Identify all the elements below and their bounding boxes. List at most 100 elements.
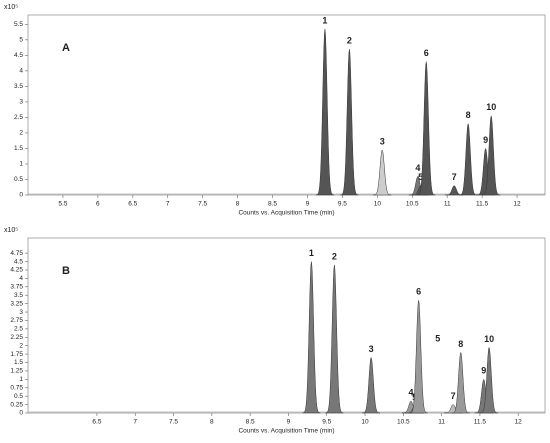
x-tick-label: 6.5 bbox=[128, 201, 137, 208]
x-tick-label: 11 bbox=[444, 201, 451, 208]
peak bbox=[459, 122, 478, 196]
peak bbox=[315, 28, 334, 196]
x-tick-label: 12 bbox=[515, 419, 523, 426]
x-tick-label: 11 bbox=[438, 419, 445, 426]
x-tick-label: 5.5 bbox=[58, 201, 67, 208]
y-tick-label: 5.5 bbox=[14, 21, 23, 28]
x-tick-label: 10 bbox=[374, 201, 382, 208]
x-axis-label: Counts vs. Acquisition Time (min) bbox=[238, 428, 334, 435]
x-tick-label: 9 bbox=[306, 201, 310, 208]
peak-label: 2 bbox=[332, 251, 337, 261]
peak-label: 1 bbox=[309, 248, 314, 258]
x-tick-label: 11.5 bbox=[474, 419, 487, 426]
x-tick-label: 7.5 bbox=[198, 201, 207, 208]
peak bbox=[417, 61, 436, 196]
x-tick-label: 8 bbox=[236, 201, 240, 208]
peak-label: 3 bbox=[369, 344, 374, 354]
y-tick-label: 4 bbox=[19, 68, 23, 75]
peak-label: 4 bbox=[415, 163, 420, 173]
peak-label: 6 bbox=[416, 287, 421, 297]
y-tick-label: 0 bbox=[19, 192, 23, 199]
y-tick-label: 1.5 bbox=[14, 145, 23, 152]
peak-label: 10 bbox=[484, 334, 494, 344]
peak-label: 6 bbox=[424, 48, 429, 58]
x-tick-label: 6.5 bbox=[92, 419, 101, 426]
y-tick-label: 4.5 bbox=[14, 258, 23, 265]
x-tick-label: 8.5 bbox=[246, 419, 255, 426]
y-tick-label: 0.5 bbox=[14, 176, 23, 183]
peak bbox=[373, 149, 392, 196]
peak-label: 7 bbox=[452, 172, 457, 182]
peak-label: 7 bbox=[451, 391, 456, 401]
x-tick-label: 7.5 bbox=[169, 419, 178, 426]
y-tick-label: 1.25 bbox=[10, 368, 23, 375]
panel-label: A bbox=[62, 42, 70, 54]
peak-label: 8 bbox=[458, 339, 463, 349]
peak-label: 5 bbox=[418, 172, 423, 182]
y-tick-label: 2.5 bbox=[14, 114, 23, 121]
peak bbox=[451, 351, 470, 414]
y-unit: x10⁵ bbox=[4, 4, 18, 11]
peak bbox=[340, 49, 359, 196]
y-tick-label: 4.75 bbox=[10, 250, 23, 257]
x-tick-label: 9 bbox=[287, 419, 291, 426]
x-tick-label: 10 bbox=[361, 419, 369, 426]
peak bbox=[482, 115, 501, 196]
x-tick-label: 9.5 bbox=[322, 419, 331, 426]
peak bbox=[302, 261, 321, 414]
y-tick-label: 5 bbox=[19, 37, 23, 44]
x-tick-label: 7 bbox=[133, 419, 137, 426]
y-tick-label: 0.25 bbox=[10, 401, 23, 408]
y-tick-label: 3.75 bbox=[10, 284, 23, 291]
peak bbox=[409, 300, 428, 414]
y-tick-label: 1 bbox=[19, 376, 23, 383]
peak-label: 1 bbox=[322, 15, 327, 25]
peak-label: 2 bbox=[347, 36, 352, 46]
peak-label: 8 bbox=[466, 110, 471, 120]
peak-label: 10 bbox=[486, 102, 496, 112]
y-tick-label: 1.5 bbox=[14, 359, 23, 366]
y-tick-label: 3.5 bbox=[14, 83, 23, 90]
peak-label: 9 bbox=[483, 135, 488, 145]
x-axis-label: Counts vs. Acquisition Time (min) bbox=[238, 210, 334, 217]
y-tick-label: 2 bbox=[19, 342, 23, 349]
annotation: 5 bbox=[435, 333, 440, 343]
y-tick-label: 3 bbox=[19, 309, 23, 316]
x-tick-label: 8 bbox=[210, 419, 214, 426]
x-tick-label: 6 bbox=[96, 201, 100, 208]
y-tick-label: 2.75 bbox=[10, 317, 23, 324]
plot-frame bbox=[27, 14, 546, 196]
y-tick-label: 4 bbox=[19, 275, 23, 282]
x-tick-label: 11.5 bbox=[476, 201, 489, 208]
y-tick-label: 1 bbox=[19, 161, 23, 168]
y-tick-label: 0 bbox=[19, 410, 23, 417]
x-tick-label: 10.5 bbox=[397, 419, 410, 426]
y-tick-label: 4.5 bbox=[14, 52, 23, 59]
peak-label: 9 bbox=[481, 366, 486, 376]
peak-label: 4 bbox=[408, 388, 413, 398]
peak-label: 3 bbox=[380, 136, 385, 146]
peak bbox=[325, 264, 344, 414]
x-tick-label: 12 bbox=[513, 201, 521, 208]
y-tick-label: 0.5 bbox=[14, 393, 23, 400]
y-unit: x10⁵ bbox=[4, 227, 18, 234]
plot-frame bbox=[27, 237, 546, 414]
x-tick-label: 7 bbox=[166, 201, 170, 208]
panel-label: B bbox=[62, 265, 70, 277]
y-tick-label: 0.75 bbox=[10, 384, 23, 391]
y-tick-label: 3.25 bbox=[10, 300, 23, 307]
y-tick-label: 2.25 bbox=[10, 334, 23, 341]
peak bbox=[445, 185, 464, 196]
y-tick-label: 3.5 bbox=[14, 292, 23, 299]
x-tick-label: 10.5 bbox=[406, 201, 419, 208]
peak bbox=[362, 356, 381, 414]
peak bbox=[480, 346, 499, 414]
y-tick-label: 1.75 bbox=[10, 351, 23, 358]
y-tick-label: 2 bbox=[19, 130, 23, 137]
y-tick-label: 3 bbox=[19, 99, 23, 106]
y-tick-label: 4.25 bbox=[10, 267, 23, 274]
x-tick-label: 8.5 bbox=[268, 201, 277, 208]
x-tick-label: 9.5 bbox=[338, 201, 347, 208]
y-tick-label: 2.5 bbox=[14, 326, 23, 333]
